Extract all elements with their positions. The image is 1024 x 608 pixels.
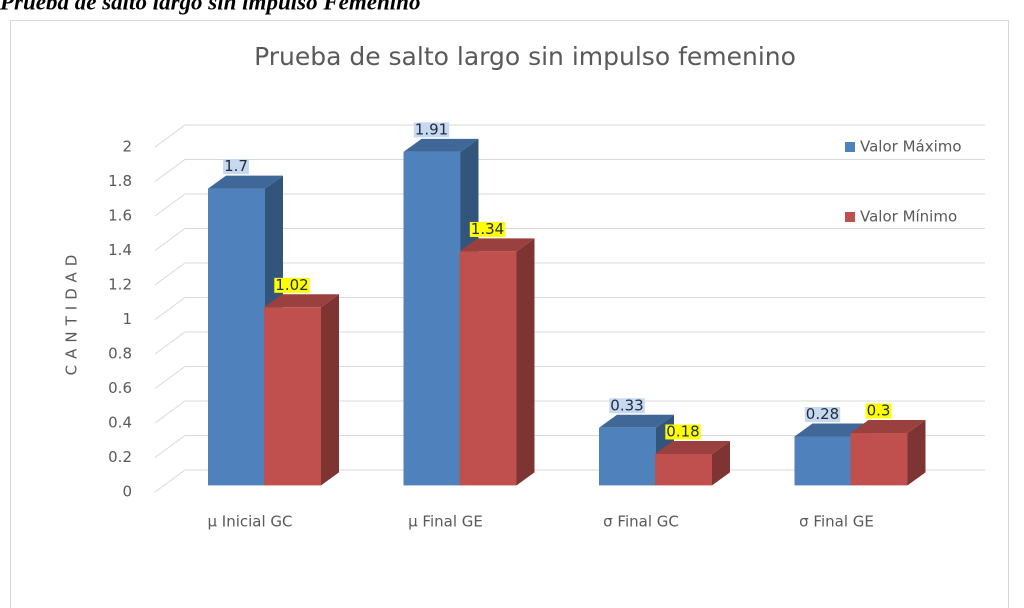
bar-side [712, 440, 730, 486]
value-label-bg [865, 403, 892, 419]
value-label: 1.34 [471, 220, 504, 238]
bar-top [264, 294, 339, 308]
legend-label: Valor Mínimo [860, 208, 957, 226]
bar [655, 440, 730, 486]
bar-top [403, 138, 479, 152]
grid-line [154, 159, 985, 182]
value-label-bg [413, 122, 450, 138]
value-label-bg [609, 398, 645, 414]
y-tick-label: 1.8 [108, 172, 132, 190]
grid-line [154, 331, 985, 355]
bar [459, 238, 535, 486]
caption: Prueba de salto largo sin impulso Femeni… [0, 0, 420, 14]
bar-top [850, 420, 926, 434]
x-tick-label: µ Inicial GC [207, 513, 292, 531]
bar-top [599, 414, 674, 428]
y-tick-label: 1.4 [108, 241, 132, 259]
y-tick-label: 1.6 [108, 207, 132, 225]
bar-side [321, 294, 339, 486]
bar-top [459, 238, 535, 252]
y-tick-label: 0.2 [108, 448, 132, 466]
grid-line [154, 228, 985, 251]
value-label: 0.28 [806, 405, 839, 423]
x-tick-label: µ Final GE [408, 513, 483, 531]
x-tick-label: σ Final GE [799, 513, 874, 531]
bar-top [655, 440, 730, 454]
bar-side [907, 420, 926, 486]
grid-line [154, 193, 985, 217]
y-tick-label: 0.6 [108, 379, 132, 397]
bar-side [516, 238, 535, 486]
y-axis-label: CANTIDAD [63, 249, 81, 376]
bar-front [208, 188, 265, 486]
chart-title: Prueba de salto largo sin impulso femeni… [254, 42, 796, 71]
value-label-bg [274, 277, 310, 293]
value-label-bg [469, 221, 506, 237]
y-tick-label: 1.2 [108, 276, 132, 294]
grid-line [154, 262, 985, 286]
bar-front [794, 436, 852, 486]
bar-top [208, 175, 283, 189]
y-tick-label: 0.8 [108, 345, 132, 363]
grid-line [154, 124, 985, 148]
bar-front [850, 433, 908, 486]
grid-line [154, 366, 985, 389]
grid-line [154, 435, 985, 458]
legend-label: Valor Máximo [860, 138, 962, 156]
bar-front [403, 151, 461, 486]
value-label: 1.91 [415, 120, 448, 138]
grid-line [154, 400, 985, 424]
legend-swatch [845, 212, 855, 222]
value-label: 0.3 [867, 402, 891, 420]
y-tick-label: 0.4 [108, 414, 132, 432]
y-tick-label: 2 [122, 138, 132, 156]
bar [850, 420, 926, 486]
legend-swatch [845, 142, 855, 152]
value-label: 1.02 [275, 276, 308, 294]
bar-front [655, 453, 712, 486]
bar [264, 294, 339, 486]
bar-front [599, 427, 656, 486]
y-tick-label: 0 [122, 483, 132, 501]
value-label-bg [804, 407, 841, 423]
bar-front [264, 307, 321, 486]
value-label-bg [665, 424, 701, 440]
value-label: 0.18 [666, 422, 699, 440]
bar-front [459, 251, 517, 486]
x-tick-label: σ Final GC [603, 513, 679, 531]
value-label: 0.33 [610, 396, 643, 414]
grid-line [154, 297, 985, 320]
value-label: 1.7 [224, 157, 248, 175]
y-tick-label: 1 [122, 310, 132, 328]
value-label-bg [223, 159, 249, 175]
